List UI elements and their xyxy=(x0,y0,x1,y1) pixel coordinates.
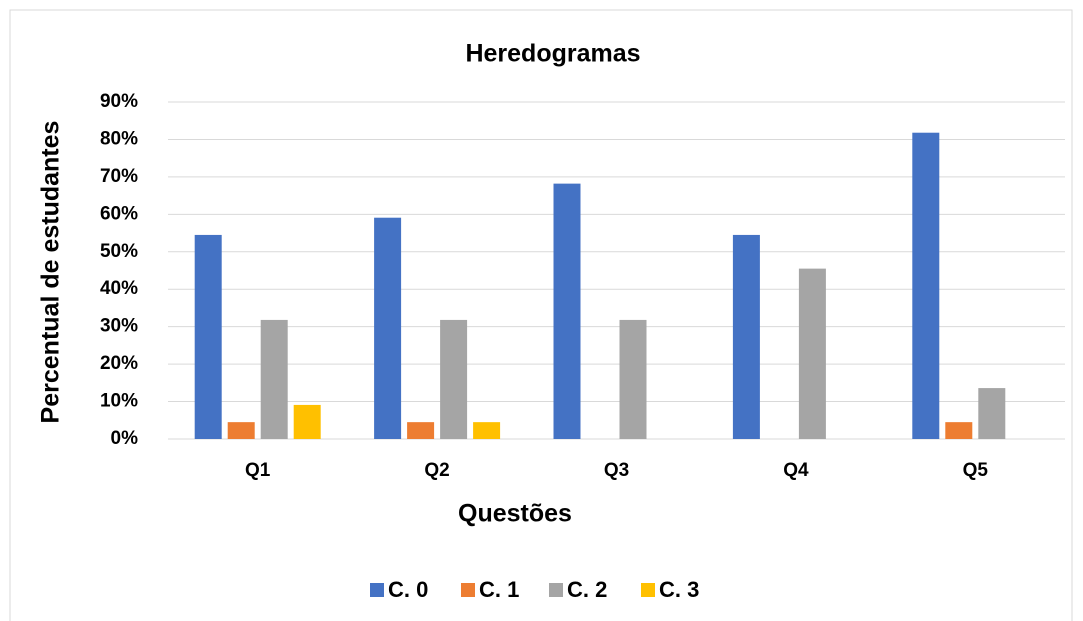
x-tick-label: Q5 xyxy=(963,460,989,481)
bar xyxy=(407,422,435,439)
y-tick-label: 10% xyxy=(100,391,138,412)
y-tick-label: 0% xyxy=(111,428,139,449)
bar xyxy=(260,319,288,439)
y-tick-label: 70% xyxy=(100,166,138,187)
legend-swatch xyxy=(549,583,563,597)
x-tick-label: Q3 xyxy=(604,460,629,481)
bar xyxy=(732,234,760,439)
bar xyxy=(440,319,468,439)
x-axis-title: Questões xyxy=(458,500,572,528)
y-tick-label: 80% xyxy=(100,128,138,149)
y-tick-label: 30% xyxy=(100,316,138,337)
y-tick-label: 40% xyxy=(100,278,138,299)
legend-label: C. 3 xyxy=(659,577,699,602)
y-axis-title: Percentual de estudantes xyxy=(37,121,65,424)
chart-title: Heredogramas xyxy=(465,40,640,68)
bar xyxy=(553,183,581,439)
y-tick-label: 90% xyxy=(100,91,138,112)
legend-swatch xyxy=(461,583,475,597)
bar xyxy=(978,388,1006,439)
y-tick-label: 20% xyxy=(100,353,138,374)
legend-label: C. 0 xyxy=(388,577,428,602)
chart-border xyxy=(9,9,1073,621)
x-tick-label: Q4 xyxy=(783,460,809,481)
legend-label: C. 2 xyxy=(567,577,607,602)
legend-swatch xyxy=(641,583,655,597)
y-tick-label: 50% xyxy=(100,241,138,262)
legend-label: C. 1 xyxy=(479,577,519,602)
bar xyxy=(194,234,222,439)
legend-swatch xyxy=(370,583,384,597)
bar xyxy=(473,422,501,439)
x-tick-label: Q2 xyxy=(424,460,449,481)
y-tick-label: 60% xyxy=(100,203,138,224)
x-tick-label: Q1 xyxy=(245,460,271,481)
bar xyxy=(374,217,402,439)
bar xyxy=(227,422,255,439)
bar xyxy=(798,268,826,439)
bar xyxy=(945,422,973,439)
bar xyxy=(619,319,647,439)
bar xyxy=(293,404,321,439)
bar xyxy=(912,132,940,439)
